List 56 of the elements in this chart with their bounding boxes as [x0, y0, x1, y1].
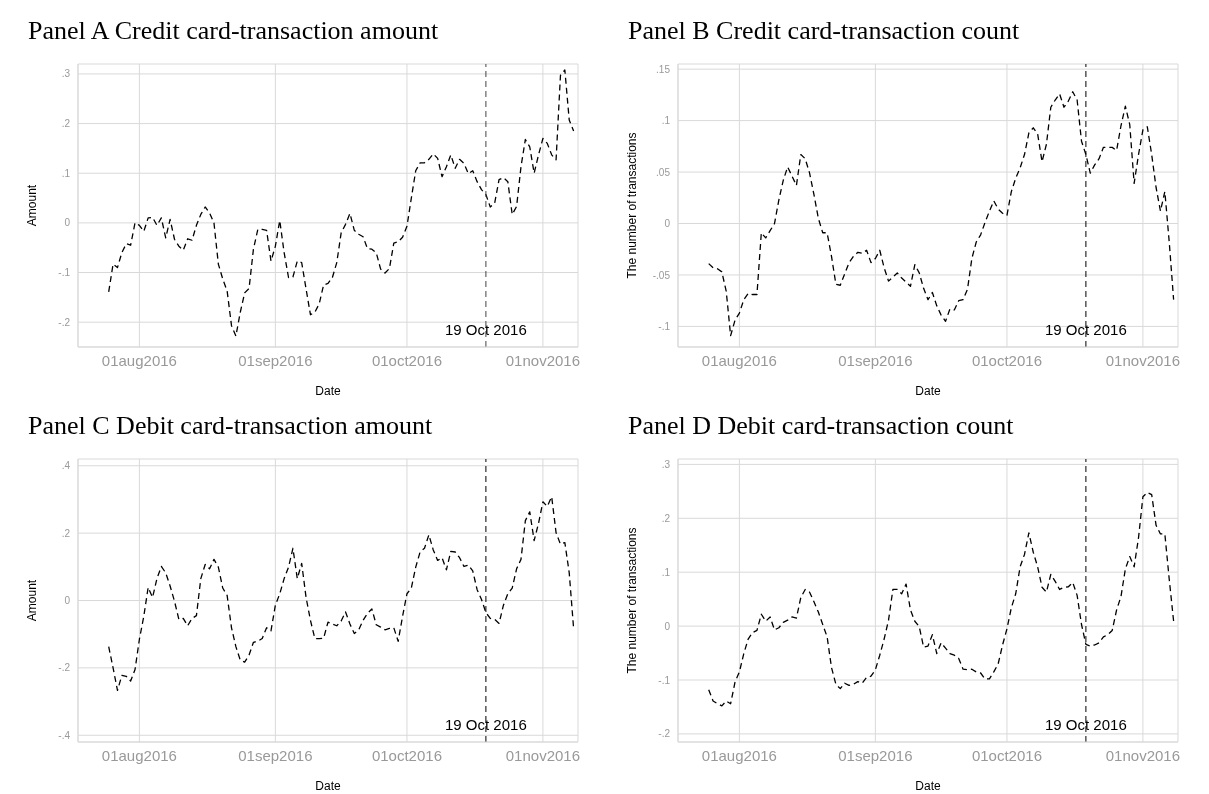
x-tick-label: 01sep2016	[238, 746, 313, 764]
y-tick-label: .2	[61, 527, 71, 539]
x-tick-label: 01sep2016	[838, 351, 913, 369]
y-tick-label: -.1	[658, 320, 671, 332]
y-tick-label: 0	[664, 620, 671, 632]
y-tick-label: -.1	[58, 267, 71, 279]
y-tick-label: 0	[64, 595, 71, 607]
x-tick-label: 01aug2016	[701, 746, 777, 764]
y-tick-label: 0	[664, 218, 671, 230]
y-axis-title: The number of transactions	[625, 132, 640, 279]
ref-line-label: 19 Oct 2016	[1045, 321, 1127, 338]
ref-line-label: 19 Oct 2016	[445, 321, 527, 338]
y-tick-label: .4	[61, 460, 71, 472]
x-tick-label: 01oct2016	[971, 351, 1042, 369]
y-tick-label: -.4	[58, 729, 71, 741]
x-tick-label: 01aug2016	[701, 351, 777, 369]
x-tick-label: 01nov2016	[1105, 746, 1181, 764]
x-tick-label: 01nov2016	[1105, 351, 1181, 369]
y-tick-label: .1	[661, 566, 671, 578]
x-tick-label: 01oct2016	[971, 746, 1042, 764]
chart-title: Panel A Credit card-transaction amount	[27, 15, 440, 47]
y-axis-title: The number of transactions	[625, 527, 640, 674]
line-series	[108, 69, 575, 337]
y-tick-label: .2	[61, 118, 71, 130]
chart-title: Panel B Credit card-transaction count	[627, 15, 1021, 47]
x-axis-title: Date	[915, 779, 941, 793]
x-tick-label: 01sep2016	[838, 746, 913, 764]
ref-line-label: 19 Oct 2016	[1045, 716, 1127, 733]
x-tick-label: 01oct2016	[371, 351, 442, 369]
y-tick-label: -.2	[58, 662, 71, 674]
y-axis-title: Amount	[25, 579, 40, 622]
x-tick-label: 01sep2016	[238, 351, 313, 369]
x-axis-title: Date	[315, 779, 341, 793]
y-tick-label: .3	[661, 458, 671, 470]
y-tick-label: -.2	[58, 316, 71, 328]
y-tick-label: -.05	[652, 269, 671, 281]
y-tick-label: .1	[61, 167, 71, 179]
y-tick-label: .1	[661, 115, 671, 127]
x-tick-label: 01nov2016	[505, 746, 581, 764]
y-tick-label: .15	[656, 63, 671, 75]
y-axis-title: Amount	[25, 184, 40, 227]
x-axis-title: Date	[915, 384, 941, 398]
y-tick-label: -.1	[658, 674, 671, 686]
y-tick-label: .3	[61, 68, 71, 80]
x-tick-label: 01nov2016	[505, 351, 581, 369]
chart-title: Panel D Debit card-transaction count	[627, 410, 1015, 442]
x-axis-title: Date	[315, 384, 341, 398]
x-tick-label: 01aug2016	[101, 746, 177, 764]
y-tick-label: -.2	[658, 728, 671, 740]
x-tick-label: 01aug2016	[101, 351, 177, 369]
y-tick-label: 0	[64, 217, 71, 229]
y-tick-label: .2	[661, 512, 671, 524]
ref-line-label: 19 Oct 2016	[445, 716, 527, 733]
y-tick-label: .05	[656, 166, 671, 178]
chart-title: Panel C Debit card-transaction amount	[27, 410, 434, 442]
x-tick-label: 01oct2016	[371, 746, 442, 764]
